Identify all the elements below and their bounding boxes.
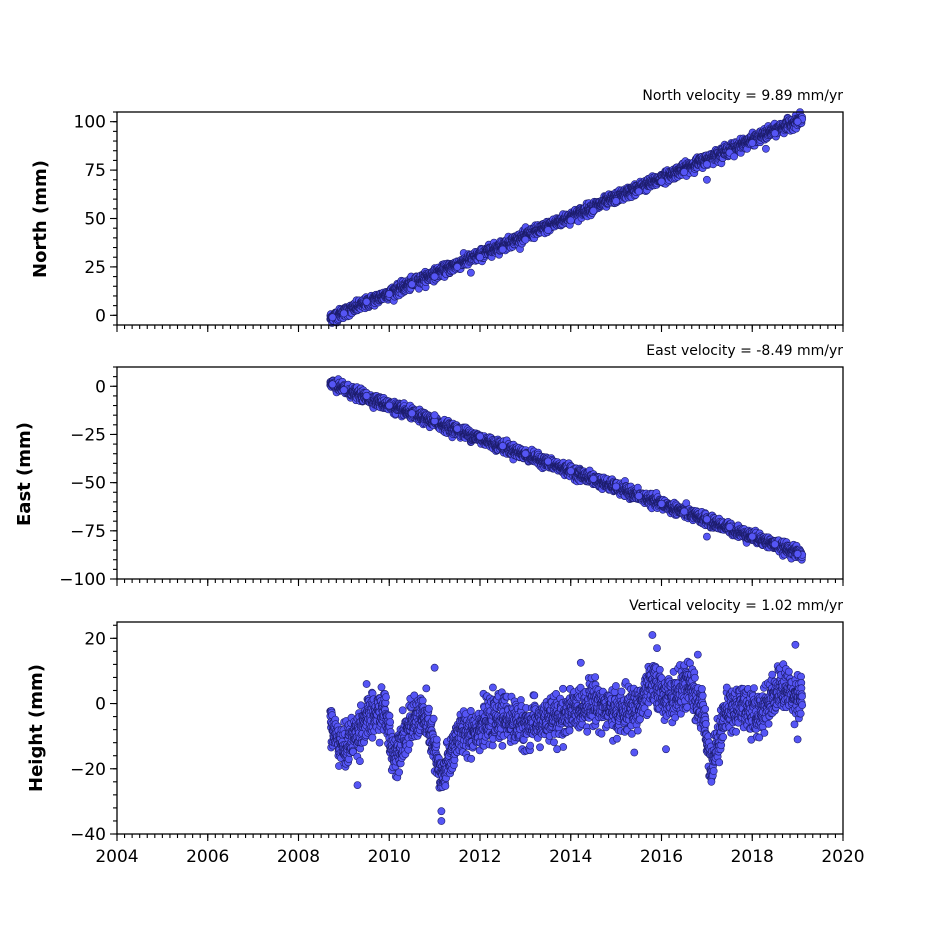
data-point [566, 216, 575, 225]
annotation-north: North velocity = 9.89 mm/yr [642, 88, 843, 104]
data-point [362, 297, 371, 306]
data-point [521, 235, 530, 244]
y-tick-label: 100 [74, 113, 106, 133]
data-point [430, 272, 439, 281]
points-north [326, 108, 807, 327]
data-point [476, 253, 484, 262]
data-point [762, 144, 770, 153]
data-point [748, 139, 757, 147]
data-point [466, 268, 475, 277]
data-point [498, 245, 507, 254]
ylabel-north: North (mm) [30, 160, 51, 278]
data-point [703, 175, 711, 184]
annotation-east: East velocity = -8.49 mm/yr [646, 343, 843, 359]
data-point [730, 152, 738, 161]
data-point [771, 129, 779, 138]
data-point [385, 290, 394, 298]
data-point [612, 197, 620, 205]
panel-north: North velocity = 9.89 mm/yr 0 25 50 75 100 N… [30, 88, 844, 332]
points-east [326, 375, 807, 564]
data-point [657, 177, 666, 186]
y-tick-label: 50 [84, 210, 106, 230]
y-tick-label: 75 [84, 161, 106, 181]
data-point [634, 187, 643, 196]
data-point [328, 313, 337, 322]
data-point [453, 262, 462, 271]
data-point [589, 206, 598, 215]
data-point [407, 280, 416, 289]
panel-east: East velocity = -8.49 mm/yr 0−25−50−75−1… [14, 343, 844, 590]
data-point [793, 117, 802, 126]
y-tick-label: 25 [84, 258, 106, 278]
data-point [339, 309, 348, 318]
data-point [680, 168, 689, 176]
y-tick-label: 0 [95, 306, 106, 326]
data-point [703, 160, 711, 169]
data-point [544, 226, 552, 234]
